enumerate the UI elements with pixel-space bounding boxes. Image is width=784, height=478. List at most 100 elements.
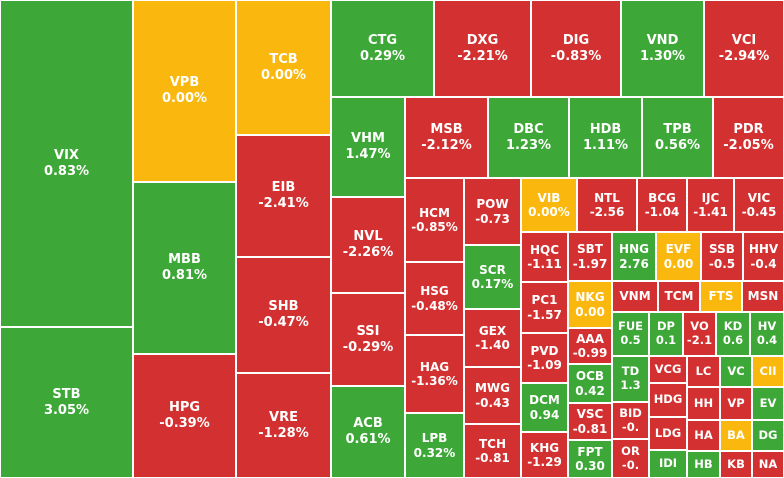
tile-tch[interactable]: TCH -0.81 — [464, 424, 521, 478]
tile-vo[interactable]: VO -2.1 — [683, 312, 716, 356]
tile-pdr[interactable]: PDR -2.05% — [713, 97, 784, 178]
tile-acb[interactable]: ACB 0.61% — [331, 386, 405, 478]
tile-vix[interactable]: VIX 0.83% — [0, 0, 133, 327]
tile-symbol: VP — [727, 395, 745, 410]
tile-mwg[interactable]: MWG -0.43 — [464, 367, 521, 424]
tile-ldg[interactable]: LDG — [649, 417, 687, 450]
tile-symbol: DIG — [562, 32, 590, 48]
tile-msn[interactable]: MSN — [742, 281, 784, 312]
tile-vpb[interactable]: VPB 0.00% — [133, 0, 236, 182]
tile-vcg[interactable]: VCG — [649, 356, 687, 383]
tile-dig[interactable]: DIG -0.83% — [531, 0, 621, 97]
tile-ev[interactable]: EV — [752, 387, 784, 420]
tile-bid[interactable]: BID -0. — [612, 402, 649, 439]
tile-symbol: EV — [759, 395, 777, 410]
tile-vhm[interactable]: VHM 1.47% — [331, 97, 405, 197]
tile-dp[interactable]: DP 0.1 — [649, 312, 683, 356]
tile-fts[interactable]: FTS — [700, 281, 742, 312]
tile-symbol: TPB — [663, 121, 692, 137]
tile-hqc[interactable]: HQC -1.11 — [521, 232, 568, 282]
tile-vib[interactable]: VIB 0.00% — [521, 178, 577, 232]
tile-cii[interactable]: CII — [752, 356, 784, 387]
tile-khg[interactable]: KHG -1.29 — [521, 432, 568, 478]
tile-symbol: VHM — [351, 131, 385, 147]
tile-td[interactable]: TD 1.3 — [612, 356, 649, 402]
tile-ocb[interactable]: OCB 0.42 — [568, 364, 612, 403]
tile-stb[interactable]: STB 3.05% — [0, 327, 133, 478]
tile-kb[interactable]: KB — [720, 451, 752, 478]
tile-tcm[interactable]: TCM — [658, 281, 700, 312]
tile-change: 0.6 — [722, 333, 744, 347]
tile-pow[interactable]: POW -0.73 — [464, 178, 521, 245]
tile-ijc[interactable]: IJC -1.41 — [687, 178, 734, 232]
tile-dg[interactable]: DG — [752, 420, 784, 451]
tile-ba[interactable]: BA — [720, 420, 752, 451]
tile-vci[interactable]: VCI -2.94% — [704, 0, 784, 97]
tile-gex[interactable]: GEX -1.40 — [464, 309, 521, 367]
tile-hh[interactable]: HH — [687, 387, 720, 420]
tile-dbc[interactable]: DBC 1.23% — [488, 97, 569, 178]
tile-vic[interactable]: VIC -0.45 — [734, 178, 784, 232]
tile-nkg[interactable]: NKG 0.00 — [568, 281, 612, 328]
tile-hsg[interactable]: HSG -0.48% — [405, 262, 464, 335]
tile-tpb[interactable]: TPB 0.56% — [642, 97, 713, 178]
tile-ssb[interactable]: SSB -0.5 — [701, 232, 743, 281]
tile-symbol: DCM — [529, 393, 560, 408]
tile-dcm[interactable]: DCM 0.94 — [521, 383, 568, 432]
tile-vnm[interactable]: VNM — [612, 281, 658, 312]
tile-ha[interactable]: HA — [687, 420, 720, 451]
tile-symbol: MBB — [168, 252, 201, 268]
tile-vre[interactable]: VRE -1.28% — [236, 373, 331, 478]
tile-symbol: HNG — [619, 242, 649, 257]
tile-lpb[interactable]: LPB 0.32% — [405, 413, 464, 478]
tile-symbol: VSC — [576, 407, 604, 422]
tile-hdg[interactable]: HDG — [649, 383, 687, 417]
tile-hdb[interactable]: HDB 1.11% — [569, 97, 642, 178]
tile-hb[interactable]: HB — [687, 451, 720, 478]
tile-tcb[interactable]: TCB 0.00% — [236, 0, 331, 135]
tile-hag[interactable]: HAG -1.36% — [405, 335, 464, 413]
tile-or[interactable]: OR -0. — [612, 439, 649, 478]
tile-pvd[interactable]: PVD -1.09 — [521, 333, 568, 383]
tile-fpt[interactable]: FPT 0.30 — [568, 440, 612, 478]
tile-vc[interactable]: VC — [720, 356, 752, 387]
tile-symbol: GEX — [478, 323, 507, 338]
tile-hhv[interactable]: HHV -0.4 — [743, 232, 784, 281]
tile-kd[interactable]: KD 0.6 — [716, 312, 750, 356]
tile-bcg[interactable]: BCG -1.04 — [637, 178, 687, 232]
tile-ctg[interactable]: CTG 0.29% — [331, 0, 434, 97]
tile-mbb[interactable]: MBB 0.81% — [133, 182, 236, 354]
tile-vp[interactable]: VP — [720, 387, 752, 420]
tile-lc[interactable]: LC — [687, 356, 720, 387]
tile-aaa[interactable]: AAA -0.99 — [568, 328, 612, 364]
tile-nvl[interactable]: NVL -2.26% — [331, 197, 405, 293]
tile-hv[interactable]: HV 0.4 — [750, 312, 784, 356]
tile-change: -2.56 — [589, 205, 625, 219]
tile-vsc[interactable]: VSC -0.81 — [568, 403, 612, 440]
tile-symbol: HPG — [168, 400, 201, 416]
tile-symbol: NA — [758, 456, 778, 471]
tile-ssi[interactable]: SSI -0.29% — [331, 293, 405, 386]
tile-change: -2.05% — [723, 137, 774, 153]
tile-change: -1.11 — [527, 257, 562, 271]
tile-msb[interactable]: MSB -2.12% — [405, 97, 488, 178]
tile-hpg[interactable]: HPG -0.39% — [133, 354, 236, 478]
tile-pc1[interactable]: PC1 -1.57 — [521, 282, 568, 333]
tile-hng[interactable]: HNG 2.76 — [612, 232, 656, 281]
tile-na[interactable]: NA — [752, 451, 784, 478]
tile-sbt[interactable]: SBT -1.97 — [568, 232, 612, 281]
tile-hcm[interactable]: HCM -0.85% — [405, 178, 464, 262]
tile-dxg[interactable]: DXG -2.21% — [434, 0, 531, 97]
tile-ntl[interactable]: NTL -2.56 — [577, 178, 637, 232]
tile-change: -0.83% — [550, 48, 602, 64]
tile-vnd[interactable]: VND 1.30% — [621, 0, 704, 97]
tile-eib[interactable]: EIB -2.41% — [236, 135, 331, 257]
tile-scr[interactable]: SCR 0.17% — [464, 245, 521, 309]
tile-shb[interactable]: SHB -0.47% — [236, 257, 331, 373]
tile-fue[interactable]: FUE 0.5 — [612, 312, 649, 356]
tile-evf[interactable]: EVF 0.00 — [656, 232, 701, 281]
tile-idi[interactable]: IDI — [649, 450, 687, 478]
tile-change: -0.4 — [750, 256, 777, 271]
tile-change: 3.05% — [43, 402, 90, 418]
tile-symbol: FTS — [708, 289, 734, 304]
